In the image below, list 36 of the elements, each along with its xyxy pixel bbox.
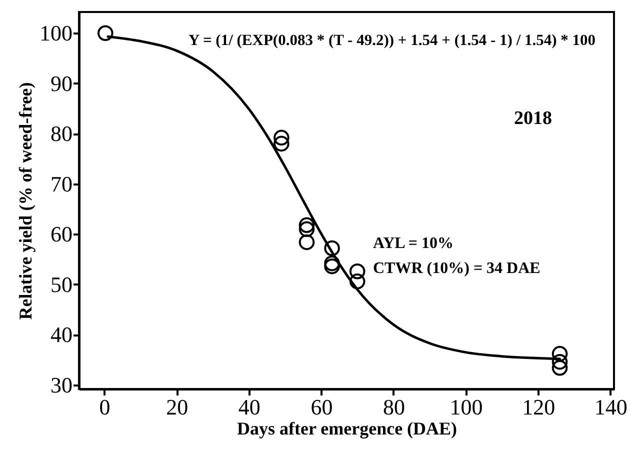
y-tick-label: 100 (40, 20, 72, 46)
point (552, 354, 568, 370)
y-axis-title: Relative yield (% of weed-free) (16, 82, 36, 320)
point (324, 240, 340, 256)
y-tick-label: 30 (50, 372, 72, 398)
point (298, 221, 315, 238)
x-tick-label: 120 (522, 394, 556, 420)
annotation: Y = (1/ (EXP(0.083 * (T - 49.2)) + 1.54 + (1.54 - 1) / 1.54) * 100 (188, 32, 596, 49)
x-tick-label: 20 (166, 394, 188, 420)
point (324, 258, 340, 274)
point (274, 130, 290, 146)
y-tick-label: 90 (50, 70, 72, 96)
annotation: 2018 (514, 108, 552, 129)
y-tick-label: 50 (50, 272, 72, 297)
annotation: AYL = 10% (373, 235, 454, 252)
point (298, 217, 315, 234)
point (552, 360, 568, 376)
x-tick-label: 0 (99, 394, 110, 420)
annotation: CTWR (10%) = 34 DAE (373, 260, 540, 277)
point (97, 25, 114, 41)
point (552, 346, 568, 362)
point (298, 234, 315, 250)
y-tick-label: 60 (50, 222, 72, 247)
point (349, 264, 366, 280)
point (274, 136, 290, 152)
x-tick-label: 100 (450, 394, 483, 420)
x-axis-title: Days after emergence (DAE) (236, 418, 458, 438)
y-tick-label: 70 (50, 171, 72, 196)
x-tick-label: 140 (594, 394, 628, 420)
x-tick-label: 80 (382, 394, 405, 420)
y-tick-label: 80 (50, 121, 72, 146)
point (349, 274, 366, 290)
y-tick-label: 40 (50, 322, 72, 348)
x-tick-label: 60 (310, 394, 333, 420)
point (324, 255, 340, 272)
x-tick-label: 40 (238, 394, 260, 420)
